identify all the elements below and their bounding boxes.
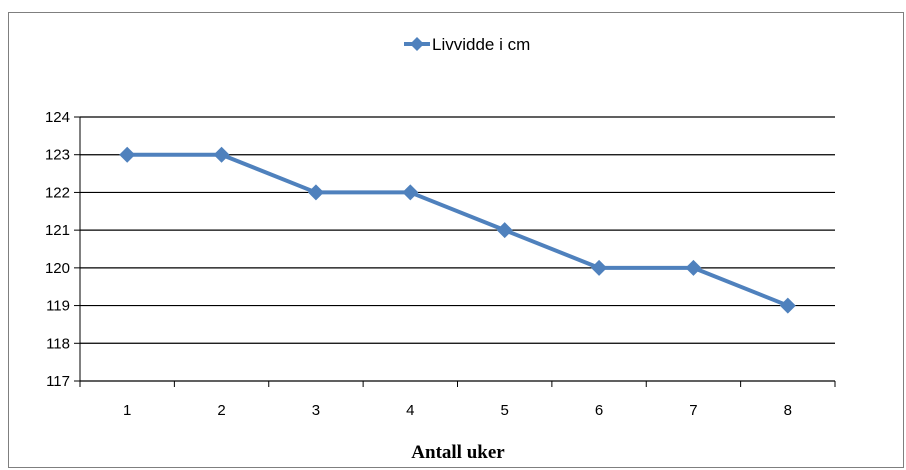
x-tick-label-6: 6 bbox=[595, 402, 603, 419]
legend: Livvidde i cm bbox=[404, 35, 530, 54]
x-tick-label-3: 3 bbox=[312, 402, 320, 419]
y-tick-label-119: 119 bbox=[46, 298, 70, 315]
x-axis-title: Antall uker bbox=[411, 442, 505, 463]
data-point-4 bbox=[402, 184, 419, 201]
y-tick-label-123: 123 bbox=[45, 147, 70, 164]
y-tick-label-121: 121 bbox=[45, 222, 70, 239]
data-point-2 bbox=[213, 146, 230, 163]
chart-frame bbox=[8, 12, 904, 468]
data-point-7 bbox=[685, 259, 702, 276]
legend-diamond-icon bbox=[410, 37, 424, 51]
data-point-6 bbox=[591, 259, 608, 276]
x-tick-label-1: 1 bbox=[123, 402, 131, 419]
data-point-5 bbox=[496, 222, 513, 239]
data-point-3 bbox=[307, 184, 324, 201]
x-tick-label-7: 7 bbox=[689, 402, 697, 419]
x-tick-label-2: 2 bbox=[217, 402, 225, 419]
x-tick-label-5: 5 bbox=[501, 402, 509, 419]
y-tick-label-124: 124 bbox=[45, 109, 70, 126]
data-point-1 bbox=[119, 146, 136, 163]
series-layer bbox=[119, 146, 796, 314]
legend-label: Livvidde i cm bbox=[432, 35, 530, 54]
series-line-0 bbox=[127, 152, 789, 308]
x-tick-label-8: 8 bbox=[784, 402, 792, 419]
x-tick-label-4: 4 bbox=[406, 402, 414, 419]
y-tick-label-120: 120 bbox=[45, 260, 70, 277]
y-tick-label-122: 122 bbox=[45, 184, 70, 201]
y-tick-label-117: 117 bbox=[46, 373, 70, 390]
y-tick-label-118: 118 bbox=[46, 335, 70, 352]
data-point-8 bbox=[779, 297, 796, 314]
gridlines bbox=[80, 116, 835, 344]
axes bbox=[74, 116, 836, 387]
